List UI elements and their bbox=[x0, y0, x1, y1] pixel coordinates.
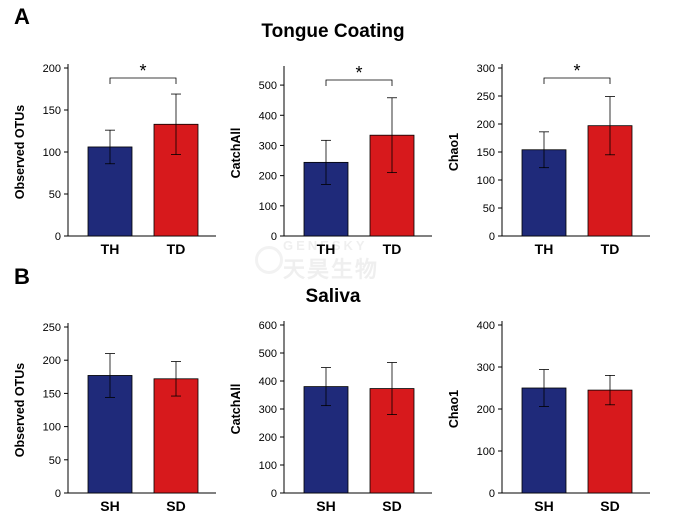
chart-2: 0 100 200 300 400 500 CatchAll TH TD * bbox=[229, 63, 432, 257]
y-tick-label: 200 bbox=[43, 63, 61, 75]
significance-marker: * bbox=[573, 61, 580, 81]
y-tick-label: 100 bbox=[477, 446, 495, 458]
significance-bracket bbox=[325, 79, 393, 86]
y-tick-label: 400 bbox=[259, 376, 277, 388]
y-axis-label: Observed OTUs bbox=[13, 363, 27, 458]
chart-3: 0 50 100 150 200 250 300 Chao1 TH TD * bbox=[447, 61, 650, 257]
y-tick-label: 100 bbox=[43, 147, 61, 159]
chart-5: 0 100 200 300 400 500 600 CatchAll SH SD bbox=[229, 320, 432, 514]
category-label: TD bbox=[383, 241, 402, 257]
y-tick-label: 150 bbox=[477, 147, 495, 159]
watermark-text-cjk: 天昊生物 bbox=[283, 257, 380, 282]
y-tick-label: 300 bbox=[477, 362, 495, 374]
y-tick-label: 50 bbox=[49, 189, 61, 201]
category-label: TD bbox=[167, 241, 186, 257]
y-tick-label: 250 bbox=[477, 91, 495, 103]
chart-6: 0 100 200 300 400 Chao1 SH SD bbox=[447, 320, 650, 514]
y-tick-label: 500 bbox=[259, 80, 277, 92]
bar-sd bbox=[153, 378, 199, 494]
y-tick-label: 200 bbox=[43, 355, 61, 367]
y-tick-label: 400 bbox=[259, 110, 277, 122]
watermark-text-latin: GENESKY bbox=[283, 238, 368, 253]
y-tick-label: 200 bbox=[477, 119, 495, 131]
category-label: TH bbox=[317, 241, 336, 257]
y-tick-label: 0 bbox=[489, 488, 495, 500]
y-tick-label: 0 bbox=[489, 231, 495, 243]
category-label: TD bbox=[601, 241, 620, 257]
category-label: SD bbox=[166, 498, 185, 514]
category-label: SH bbox=[316, 498, 335, 514]
panel-letter-a: A bbox=[14, 4, 30, 29]
y-tick-label: 300 bbox=[259, 140, 277, 152]
y-tick-label: 300 bbox=[259, 404, 277, 416]
y-tick-label: 0 bbox=[271, 231, 277, 243]
y-tick-label: 600 bbox=[259, 320, 277, 332]
y-tick-label: 100 bbox=[477, 175, 495, 187]
y-tick-label: 50 bbox=[483, 203, 495, 215]
category-label: SD bbox=[600, 498, 619, 514]
y-tick-label: 200 bbox=[477, 404, 495, 416]
y-tick-label: 250 bbox=[43, 322, 61, 334]
watermark-logo-icon bbox=[255, 246, 283, 274]
y-axis-label: CatchAll bbox=[229, 128, 243, 179]
panel-letter-b: B bbox=[14, 264, 30, 289]
y-tick-label: 150 bbox=[43, 105, 61, 117]
y-tick-label: 100 bbox=[259, 460, 277, 472]
y-tick-label: 500 bbox=[259, 348, 277, 360]
category-label: TH bbox=[101, 241, 120, 257]
significance-bracket bbox=[543, 77, 611, 84]
y-axis-label: CatchAll bbox=[229, 384, 243, 435]
watermark: GENESKY 天昊生物 bbox=[255, 238, 445, 284]
y-tick-label: 0 bbox=[271, 488, 277, 500]
y-tick-label: 400 bbox=[477, 320, 495, 332]
y-tick-label: 0 bbox=[55, 231, 61, 243]
section-title-saliva: Saliva bbox=[305, 286, 361, 307]
significance-marker: * bbox=[355, 63, 362, 83]
y-tick-label: 100 bbox=[43, 422, 61, 434]
y-axis-label: Chao1 bbox=[447, 390, 461, 428]
y-axis-label: Observed OTUs bbox=[13, 105, 27, 200]
y-tick-label: 300 bbox=[477, 63, 495, 75]
category-label: SH bbox=[534, 498, 553, 514]
significance-marker: * bbox=[139, 61, 146, 81]
y-axis-label: Chao1 bbox=[447, 133, 461, 171]
y-tick-label: 150 bbox=[43, 388, 61, 400]
chart-4: 0 50 100 150 200 250 Observed OTUs SH SD bbox=[13, 322, 216, 514]
y-tick-label: 200 bbox=[259, 171, 277, 183]
chart-1: 0 50 100 150 200 Observed OTUs TH TD * bbox=[13, 61, 216, 257]
bar-sd bbox=[587, 389, 633, 494]
y-tick-label: 100 bbox=[259, 201, 277, 213]
y-tick-label: 200 bbox=[259, 432, 277, 444]
y-tick-label: 0 bbox=[55, 488, 61, 500]
section-title-tongue-coating: Tongue Coating bbox=[261, 21, 405, 42]
y-tick-label: 50 bbox=[49, 455, 61, 467]
category-label: TH bbox=[535, 241, 554, 257]
significance-bracket bbox=[109, 77, 177, 84]
category-label: SH bbox=[100, 498, 119, 514]
category-label: SD bbox=[382, 498, 401, 514]
